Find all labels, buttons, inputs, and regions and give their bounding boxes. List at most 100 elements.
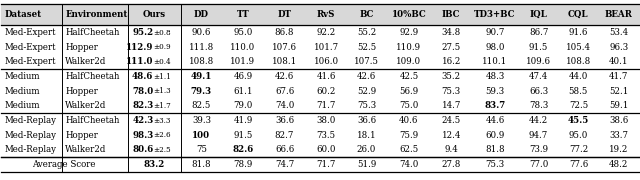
Text: 108.1: 108.1 bbox=[272, 57, 297, 66]
Text: 72.5: 72.5 bbox=[569, 101, 588, 110]
Text: Average Score: Average Score bbox=[33, 160, 96, 169]
Text: 12.4: 12.4 bbox=[442, 131, 461, 140]
Text: 46.9: 46.9 bbox=[234, 72, 253, 81]
Text: BC: BC bbox=[360, 10, 374, 19]
Text: 66.3: 66.3 bbox=[529, 87, 548, 96]
Text: 75.0: 75.0 bbox=[399, 101, 419, 110]
Text: BEAR: BEAR bbox=[605, 10, 633, 19]
Text: 16.2: 16.2 bbox=[442, 57, 461, 66]
Text: RvS: RvS bbox=[317, 10, 335, 19]
Text: ±2.5: ±2.5 bbox=[154, 146, 171, 154]
Text: Hopper: Hopper bbox=[65, 43, 99, 52]
Text: 33.7: 33.7 bbox=[609, 131, 628, 140]
Text: 41.9: 41.9 bbox=[233, 116, 253, 125]
Text: 77.2: 77.2 bbox=[569, 145, 588, 154]
Text: TT: TT bbox=[237, 10, 250, 19]
Text: 42.5: 42.5 bbox=[399, 72, 419, 81]
Text: Med-Expert: Med-Expert bbox=[4, 43, 56, 52]
Text: 60.2: 60.2 bbox=[316, 87, 336, 96]
Text: 59.1: 59.1 bbox=[609, 101, 628, 110]
Text: ±0.8: ±0.8 bbox=[154, 29, 171, 37]
Text: 80.6: 80.6 bbox=[132, 145, 154, 154]
Text: 41.7: 41.7 bbox=[609, 72, 628, 81]
Text: 60.9: 60.9 bbox=[485, 131, 504, 140]
Text: 71.7: 71.7 bbox=[316, 101, 336, 110]
Text: 48.2: 48.2 bbox=[609, 160, 628, 169]
Text: Hopper: Hopper bbox=[65, 87, 99, 96]
Text: Med-Replay: Med-Replay bbox=[4, 145, 56, 154]
Text: 108.8: 108.8 bbox=[189, 57, 214, 66]
Text: 44.2: 44.2 bbox=[529, 116, 548, 125]
Text: Dataset: Dataset bbox=[4, 10, 42, 19]
Text: ±1.1: ±1.1 bbox=[154, 73, 172, 81]
Text: 106.0: 106.0 bbox=[314, 57, 339, 66]
Text: 9.4: 9.4 bbox=[444, 145, 458, 154]
Text: 62.5: 62.5 bbox=[399, 145, 419, 154]
Text: 75.3: 75.3 bbox=[357, 101, 376, 110]
Text: 100: 100 bbox=[192, 131, 211, 140]
Text: 66.6: 66.6 bbox=[275, 145, 294, 154]
Text: 52.1: 52.1 bbox=[609, 87, 628, 96]
Text: 74.0: 74.0 bbox=[275, 101, 294, 110]
Text: 77.6: 77.6 bbox=[569, 160, 588, 169]
Text: 61.1: 61.1 bbox=[233, 87, 253, 96]
Text: 92.2: 92.2 bbox=[316, 28, 336, 37]
Text: 110.1: 110.1 bbox=[483, 57, 508, 66]
Text: Medium: Medium bbox=[4, 87, 40, 96]
Text: 91.6: 91.6 bbox=[569, 28, 588, 37]
Text: 110.0: 110.0 bbox=[230, 43, 255, 52]
Text: 95.2: 95.2 bbox=[132, 28, 154, 37]
Text: 77.0: 77.0 bbox=[529, 160, 548, 169]
Text: 81.8: 81.8 bbox=[191, 160, 211, 169]
Text: 86.8: 86.8 bbox=[275, 28, 294, 37]
Text: 52.9: 52.9 bbox=[357, 87, 376, 96]
Text: Med-Expert: Med-Expert bbox=[4, 28, 56, 37]
Text: 27.8: 27.8 bbox=[442, 160, 461, 169]
Text: ±1.7: ±1.7 bbox=[154, 102, 171, 110]
Text: 78.0: 78.0 bbox=[132, 87, 154, 96]
Text: 105.4: 105.4 bbox=[566, 43, 591, 52]
Text: 48.3: 48.3 bbox=[485, 72, 504, 81]
Text: 26.0: 26.0 bbox=[357, 145, 376, 154]
Text: 90.6: 90.6 bbox=[192, 28, 211, 37]
Text: HalfCheetah: HalfCheetah bbox=[65, 116, 120, 125]
Text: 107.5: 107.5 bbox=[354, 57, 379, 66]
Text: 56.9: 56.9 bbox=[399, 87, 419, 96]
Text: 75.3: 75.3 bbox=[442, 87, 461, 96]
Text: 40.6: 40.6 bbox=[399, 116, 419, 125]
Text: 95.0: 95.0 bbox=[233, 28, 253, 37]
Text: 83.2: 83.2 bbox=[143, 160, 164, 169]
Text: 10%BC: 10%BC bbox=[392, 10, 426, 19]
Text: 47.4: 47.4 bbox=[529, 72, 548, 81]
Text: DD: DD bbox=[194, 10, 209, 19]
Text: Medium: Medium bbox=[4, 72, 40, 81]
Text: 110.9: 110.9 bbox=[396, 43, 421, 52]
Text: 86.7: 86.7 bbox=[529, 28, 548, 37]
Text: 91.5: 91.5 bbox=[233, 131, 253, 140]
Text: 112.9: 112.9 bbox=[126, 43, 154, 52]
Text: 79.0: 79.0 bbox=[233, 101, 253, 110]
Text: ±3.3: ±3.3 bbox=[154, 116, 171, 125]
Text: 44.6: 44.6 bbox=[485, 116, 504, 125]
Text: Walker2d: Walker2d bbox=[65, 101, 107, 110]
Text: 81.8: 81.8 bbox=[485, 145, 505, 154]
Text: 109.6: 109.6 bbox=[526, 57, 551, 66]
Text: ±0.4: ±0.4 bbox=[154, 58, 171, 66]
Text: Med-Replay: Med-Replay bbox=[4, 131, 56, 140]
Text: 107.6: 107.6 bbox=[272, 43, 297, 52]
Text: 60.0: 60.0 bbox=[316, 145, 336, 154]
Text: 38.6: 38.6 bbox=[609, 116, 628, 125]
Text: IBC: IBC bbox=[442, 10, 460, 19]
Text: 96.3: 96.3 bbox=[609, 43, 628, 52]
Text: 35.2: 35.2 bbox=[442, 72, 461, 81]
Text: 78.9: 78.9 bbox=[233, 160, 253, 169]
Text: Environment: Environment bbox=[65, 10, 128, 19]
Text: 83.7: 83.7 bbox=[484, 101, 506, 110]
Text: 92.9: 92.9 bbox=[399, 28, 419, 37]
Text: 75.9: 75.9 bbox=[399, 131, 419, 140]
Text: HalfCheetah: HalfCheetah bbox=[65, 28, 120, 37]
Text: 79.3: 79.3 bbox=[191, 87, 212, 96]
Text: 59.3: 59.3 bbox=[485, 87, 504, 96]
Text: 58.5: 58.5 bbox=[569, 87, 588, 96]
Text: 101.7: 101.7 bbox=[314, 43, 339, 52]
